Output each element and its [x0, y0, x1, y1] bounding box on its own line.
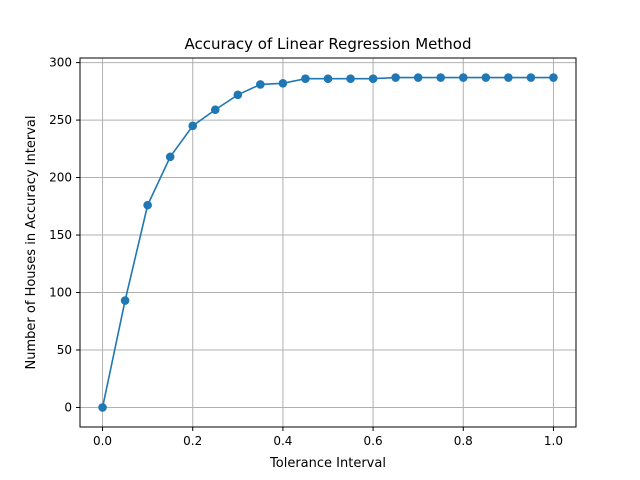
y-tick-label: 300	[49, 56, 72, 70]
x-tick-label: 0.4	[273, 434, 292, 448]
data-point	[278, 78, 288, 88]
data-point	[323, 74, 333, 83]
data-point	[233, 90, 243, 100]
data-point	[165, 152, 175, 162]
y-tick-label: 250	[49, 113, 72, 127]
data-point	[413, 73, 423, 82]
x-tick-label: 0.2	[183, 434, 202, 448]
x-tick-label: 0.6	[364, 434, 383, 448]
x-tick-label: 1.0	[544, 434, 563, 448]
data-point	[458, 73, 468, 82]
y-tick-label: 0	[64, 400, 72, 414]
data-point	[120, 296, 130, 305]
data-point	[526, 73, 536, 82]
y-tick-label: 150	[49, 228, 72, 242]
x-tick-label: 0.8	[454, 434, 473, 448]
data-point	[256, 80, 265, 89]
data-point	[549, 73, 558, 82]
data-point	[98, 403, 107, 412]
data-point	[368, 74, 378, 83]
data-point	[210, 105, 220, 115]
data-point	[188, 121, 198, 131]
data-point	[346, 74, 355, 83]
axis-ticks: 0.0 0.2 0.4 0.6 0.8 1.0 0 50 100 150 200 250 300	[49, 56, 563, 448]
data-point	[143, 200, 152, 210]
x-tick-label: 0.0	[93, 434, 112, 448]
data-point	[436, 73, 446, 82]
x-axis-label: Tolerance Interval	[269, 456, 386, 471]
series-line	[101, 76, 554, 408]
data-point	[504, 73, 513, 82]
y-axis-label: Number of Houses in Accuracy Interval	[24, 116, 39, 370]
data-point	[301, 74, 310, 83]
plot-frame	[79, 57, 577, 428]
y-tick-label: 50	[57, 343, 72, 357]
chart-title: Accuracy of Linear Regression Method	[185, 35, 472, 53]
y-tick-label: 100	[49, 286, 72, 300]
grid	[80, 58, 576, 427]
y-tick-label: 200	[49, 171, 72, 185]
data-point	[391, 73, 400, 82]
data-series	[98, 73, 558, 412]
data-point	[481, 73, 491, 82]
